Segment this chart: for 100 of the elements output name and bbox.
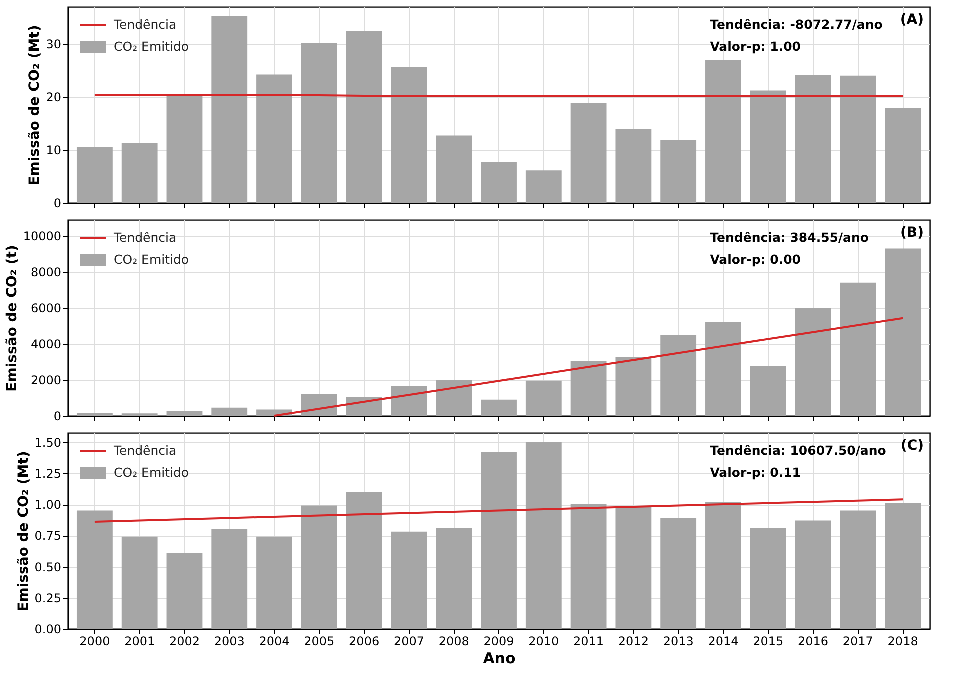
bar [76,147,113,203]
line-series [274,317,904,417]
y-tick-label: 0 [54,410,62,424]
bar [616,129,652,203]
legend-label: Tendência [113,230,177,245]
bar [706,60,742,203]
x-tick-label: 2004 [259,634,290,648]
x-tick-label: 2006 [349,634,380,648]
bar [391,67,428,203]
x-axis-title: Ano [483,650,516,668]
x-tick-label: 2011 [574,634,604,648]
y-tick-label: 1.00 [34,498,62,512]
bar [212,529,248,629]
bar [256,536,292,629]
bar [481,452,517,629]
y-tick-label: 20 [46,90,62,105]
y-tick-label: 4000 [30,338,62,352]
bar [122,536,158,629]
y-tick-label: 10000 [23,230,62,244]
x-tick-label: 2013 [663,634,694,648]
bar [391,532,428,629]
bar [436,528,472,629]
y-axis-title: Emissão de CO₂ (t) [4,245,20,392]
bar [76,413,113,416]
bar [750,366,786,416]
y-tick-label: 0.25 [34,591,62,606]
bar [212,16,248,203]
y-tick-label: 0 [54,196,62,210]
x-tick-label: 2005 [304,634,335,648]
bar [840,282,876,416]
bar [660,140,697,203]
bar [526,380,562,416]
y-tick-label: 0.00 [34,622,62,636]
bar [795,520,832,629]
y-tick-label: 30 [46,38,62,52]
bar [885,108,922,203]
annotation: Tendência: -8072.77/ano [710,17,884,32]
bar [570,361,607,416]
bar [212,408,248,416]
bar [706,502,742,629]
bar [660,518,697,629]
bar [346,31,382,203]
x-tick-label: 2003 [214,634,245,648]
x-tick-label: 2018 [888,634,918,648]
bar [166,412,203,416]
y-tick-label: 0.75 [34,529,62,544]
bar [750,90,786,203]
x-tick-label: 2016 [798,634,829,648]
bar [616,358,652,416]
y-tick-label: 1.50 [34,436,62,450]
bar [616,507,652,629]
legend-label: CO₂ Emitido [114,465,190,480]
annotation: Valor-p: 0.11 [710,465,801,480]
bar [706,322,742,416]
bar [840,510,876,629]
bar [166,553,203,629]
x-tick-label: 2001 [124,634,156,648]
bar [301,44,338,203]
x-tick-label: 2007 [394,634,424,648]
y-tick-label: 2000 [30,374,62,388]
x-tick-label: 2010 [528,634,560,648]
bar [526,442,562,629]
annotation: Tendência: 10607.50/ano [710,443,887,458]
bar [436,380,472,416]
y-axis-title: Emissão de CO₂ (Mt) [27,25,44,186]
bar [885,248,922,416]
x-tick-label: 2012 [618,634,649,648]
y-axis-title: Emissão de CO₂ (Mt) [16,451,32,612]
bar [660,335,697,416]
legend-label: CO₂ Emitido [114,252,190,267]
bar [481,162,517,203]
y-tick-label: 10 [46,144,62,158]
x-tick-label: 2002 [169,634,200,648]
annotation: (B) [900,225,924,241]
bar [885,503,922,629]
y-tick-label: 6000 [30,302,62,316]
x-tick-label: 2015 [753,634,784,648]
bar [436,136,472,203]
annotation: Tendência: 384.55/ano [710,230,870,245]
legend-label: Tendência [113,17,177,32]
legend-label: CO₂ Emitido [114,39,190,54]
bar [122,143,158,203]
x-tick-label: 2000 [80,634,110,648]
bar [346,492,382,629]
legend-label: Tendência [113,443,177,458]
y-tick-label: 1.25 [34,466,62,481]
bar [795,75,832,203]
y-tick-label: 0.50 [34,560,62,574]
annotation: (A) [900,12,924,28]
annotation: Valor-p: 1.00 [710,39,802,54]
bar [166,95,203,203]
x-tick-label: 2017 [842,634,874,648]
annotation: (C) [900,438,924,454]
bar [795,308,832,416]
bar [76,510,113,629]
bar [840,76,876,203]
annotation: Valor-p: 0.00 [710,252,802,267]
x-tick-label: 2014 [708,634,739,648]
bar [301,506,338,629]
x-tick-label: 2008 [438,634,470,648]
